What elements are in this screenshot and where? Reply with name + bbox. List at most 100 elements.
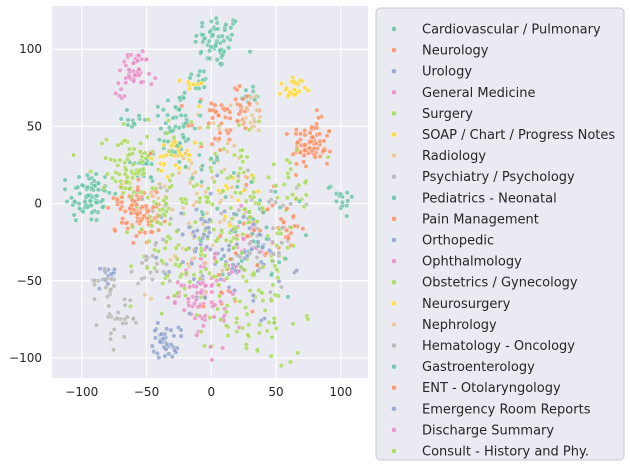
legend-marker — [391, 237, 397, 243]
data-point — [82, 198, 88, 204]
data-point — [212, 151, 218, 157]
data-point — [211, 160, 217, 166]
data-point — [288, 230, 294, 236]
data-point — [92, 278, 98, 283]
data-point — [113, 90, 119, 96]
data-point — [209, 175, 215, 181]
legend-item: Consult - History and Phy. — [391, 445, 589, 460]
data-point — [103, 155, 109, 161]
data-point — [219, 256, 224, 262]
data-point — [227, 115, 233, 121]
data-point — [241, 170, 247, 175]
data-point — [148, 269, 153, 275]
data-point — [296, 198, 302, 204]
data-point — [209, 357, 215, 363]
data-point — [172, 300, 178, 306]
data-point — [119, 220, 125, 226]
legend-item: Urology — [391, 65, 472, 80]
data-point — [216, 113, 221, 118]
data-point — [292, 92, 298, 98]
data-point — [138, 218, 144, 224]
data-point — [164, 152, 170, 158]
y-tick-label: 100 — [19, 42, 42, 56]
data-point — [279, 81, 285, 86]
data-point — [264, 224, 269, 230]
data-point — [278, 216, 284, 222]
data-point — [321, 138, 327, 144]
data-point — [168, 216, 174, 222]
data-point — [123, 167, 129, 173]
data-point — [118, 206, 123, 212]
data-point — [257, 114, 263, 120]
data-point — [256, 201, 262, 207]
data-point — [207, 29, 213, 35]
data-point — [249, 112, 255, 118]
data-point — [226, 247, 232, 253]
data-point — [196, 152, 202, 158]
data-point — [256, 330, 262, 336]
data-point — [198, 216, 204, 222]
x-tick-labels: −100 −50 0 50 100 — [65, 385, 352, 399]
data-point — [290, 321, 296, 327]
data-point — [250, 238, 256, 244]
data-point — [108, 276, 114, 282]
data-point — [311, 145, 317, 151]
data-point — [175, 279, 181, 285]
data-point — [286, 92, 291, 98]
data-point — [236, 207, 242, 213]
data-point — [237, 166, 243, 171]
legend-label: General Medicine — [422, 86, 535, 101]
data-point — [234, 329, 240, 334]
data-point — [103, 284, 109, 290]
data-point — [216, 136, 222, 142]
data-point — [187, 279, 193, 285]
data-point — [264, 236, 270, 242]
data-point — [291, 79, 297, 85]
data-point — [324, 133, 330, 139]
data-point — [177, 95, 182, 101]
legend-item: General Medicine — [391, 86, 535, 101]
data-point — [193, 284, 199, 290]
legend-item: Cardiovascular / Pulmonary — [391, 23, 601, 38]
legend-marker — [391, 216, 397, 222]
data-point — [208, 18, 214, 24]
data-point — [254, 262, 260, 268]
data-point — [97, 266, 103, 272]
data-point — [169, 354, 175, 360]
data-point — [159, 168, 164, 174]
data-point — [132, 199, 138, 204]
data-point — [176, 78, 182, 84]
data-point — [92, 183, 98, 189]
data-point — [185, 136, 191, 142]
data-point — [148, 81, 154, 87]
data-point — [208, 191, 214, 197]
data-point — [143, 203, 149, 209]
legend: Cardiovascular / Pulmonary Neurology Urolo… — [375, 7, 625, 461]
data-point — [112, 191, 118, 197]
data-point — [228, 102, 234, 108]
data-point — [158, 221, 164, 227]
data-point — [169, 172, 175, 178]
data-point — [178, 283, 184, 288]
data-point — [201, 84, 207, 90]
data-point — [209, 141, 215, 147]
data-point — [316, 115, 322, 121]
data-point — [273, 183, 279, 189]
data-point — [123, 220, 129, 226]
legend-label: Emergency Room Reports — [422, 402, 591, 417]
data-point — [228, 239, 234, 245]
data-point — [285, 235, 291, 241]
data-point — [214, 206, 220, 212]
data-point — [113, 170, 119, 176]
data-point — [85, 184, 91, 190]
data-point — [338, 191, 344, 197]
data-point — [309, 124, 315, 130]
data-point — [173, 162, 179, 168]
series-19 — [115, 52, 235, 363]
data-point — [243, 105, 249, 111]
legend-item: Surgery — [391, 107, 473, 122]
data-point — [178, 333, 184, 339]
data-point — [244, 154, 250, 160]
data-point — [153, 255, 159, 261]
data-point — [198, 269, 204, 275]
